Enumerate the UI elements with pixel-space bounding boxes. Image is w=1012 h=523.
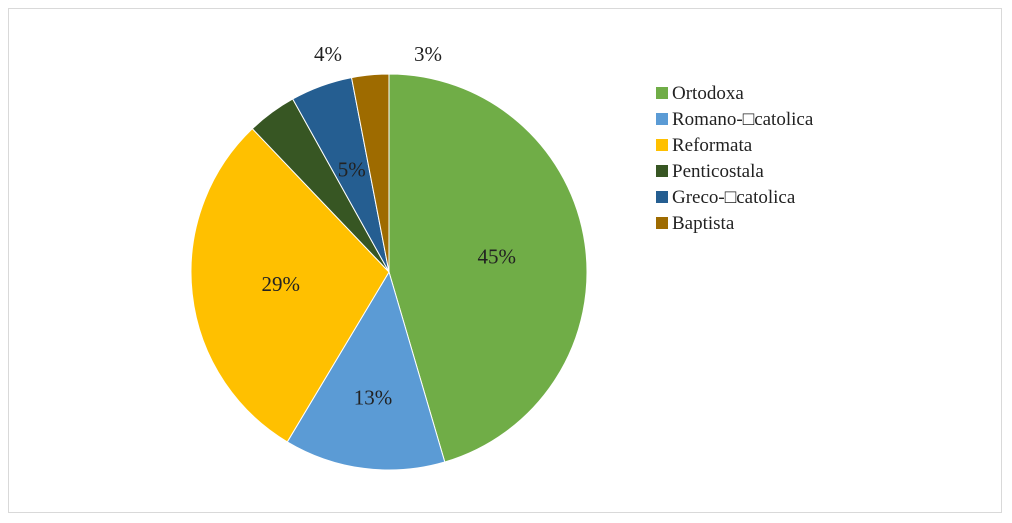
- pie-slice-3: [190, 127, 390, 443]
- pie-slices: [190, 73, 588, 471]
- legend-item: Baptista: [656, 210, 813, 236]
- legend-label: Baptista: [672, 212, 735, 234]
- data-label-3: 29%: [262, 272, 301, 296]
- legend-label: Reformata: [672, 134, 753, 156]
- legend-label: Ortodoxa: [672, 82, 744, 104]
- legend-label: Greco-□catolica: [672, 186, 796, 208]
- legend-swatch: [656, 191, 668, 203]
- data-label-1: 45%: [478, 245, 517, 269]
- legend: Ortodoxa Romano-□catolica Reformata Pentico…: [656, 80, 813, 236]
- legend-item: Romano-□catolica: [656, 106, 813, 132]
- pie-data-labels: 45% 13% 29% 4% 5% 3%: [262, 42, 517, 410]
- legend-swatch: [656, 217, 668, 229]
- pie-slice-1: [388, 73, 588, 463]
- data-label-4: 4%: [314, 42, 342, 66]
- data-label-6: 3%: [414, 42, 442, 66]
- data-label-2: 13%: [354, 386, 393, 410]
- legend-swatch: [656, 113, 668, 125]
- legend-swatch: [656, 165, 668, 177]
- legend-swatch: [656, 139, 668, 151]
- legend-item: Greco-□catolica: [656, 184, 813, 210]
- pie-slice-2: [286, 270, 446, 471]
- pie-slice-6: [350, 73, 390, 273]
- data-label-5: 5%: [338, 158, 366, 182]
- legend-label: Penticostala: [672, 160, 764, 182]
- legend-item: Penticostala: [656, 158, 813, 184]
- legend-item: Reformata: [656, 132, 813, 158]
- legend-item: Ortodoxa: [656, 80, 813, 106]
- legend-swatch: [656, 87, 668, 99]
- legend-label: Romano-□catolica: [672, 108, 814, 130]
